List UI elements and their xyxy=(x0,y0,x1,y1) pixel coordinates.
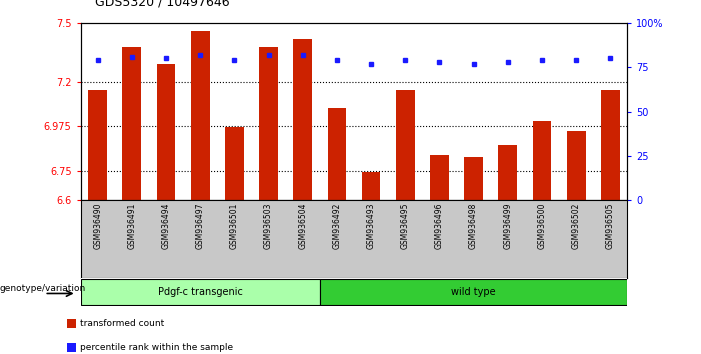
Text: GSM936494: GSM936494 xyxy=(161,202,170,249)
Bar xyxy=(601,90,620,200)
Bar xyxy=(88,90,107,200)
Bar xyxy=(498,145,517,200)
Text: GDS5320 / 10497646: GDS5320 / 10497646 xyxy=(95,0,229,9)
Text: GSM936498: GSM936498 xyxy=(469,202,478,249)
Bar xyxy=(156,64,175,200)
Bar xyxy=(464,157,483,200)
Bar xyxy=(362,172,381,200)
Bar xyxy=(67,319,76,328)
Text: GSM936493: GSM936493 xyxy=(367,202,376,249)
Bar xyxy=(293,39,312,200)
Text: transformed count: transformed count xyxy=(80,319,164,328)
Bar xyxy=(396,90,415,200)
Text: GSM936505: GSM936505 xyxy=(606,202,615,249)
Text: Pdgf-c transgenic: Pdgf-c transgenic xyxy=(158,287,243,297)
Text: GSM936499: GSM936499 xyxy=(503,202,512,249)
Text: GSM936495: GSM936495 xyxy=(401,202,410,249)
Text: GSM936491: GSM936491 xyxy=(128,202,137,249)
Bar xyxy=(225,127,244,200)
Bar xyxy=(533,121,552,200)
Bar xyxy=(191,31,210,200)
Bar xyxy=(327,108,346,200)
Bar xyxy=(123,47,142,200)
Text: wild type: wild type xyxy=(451,287,496,297)
Text: GSM936501: GSM936501 xyxy=(230,202,239,249)
Bar xyxy=(67,343,76,352)
Text: GSM936502: GSM936502 xyxy=(571,202,580,249)
Text: genotype/variation: genotype/variation xyxy=(0,284,86,293)
Bar xyxy=(430,155,449,200)
Text: GSM936503: GSM936503 xyxy=(264,202,273,249)
Bar xyxy=(81,279,320,305)
Bar xyxy=(566,131,585,200)
Bar xyxy=(320,279,627,305)
Text: percentile rank within the sample: percentile rank within the sample xyxy=(80,343,233,352)
Text: GSM936497: GSM936497 xyxy=(196,202,205,249)
Text: GSM936492: GSM936492 xyxy=(332,202,341,249)
Text: GSM936500: GSM936500 xyxy=(538,202,547,249)
Text: GSM936504: GSM936504 xyxy=(298,202,307,249)
Text: GSM936490: GSM936490 xyxy=(93,202,102,249)
Bar xyxy=(259,47,278,200)
Text: GSM936496: GSM936496 xyxy=(435,202,444,249)
